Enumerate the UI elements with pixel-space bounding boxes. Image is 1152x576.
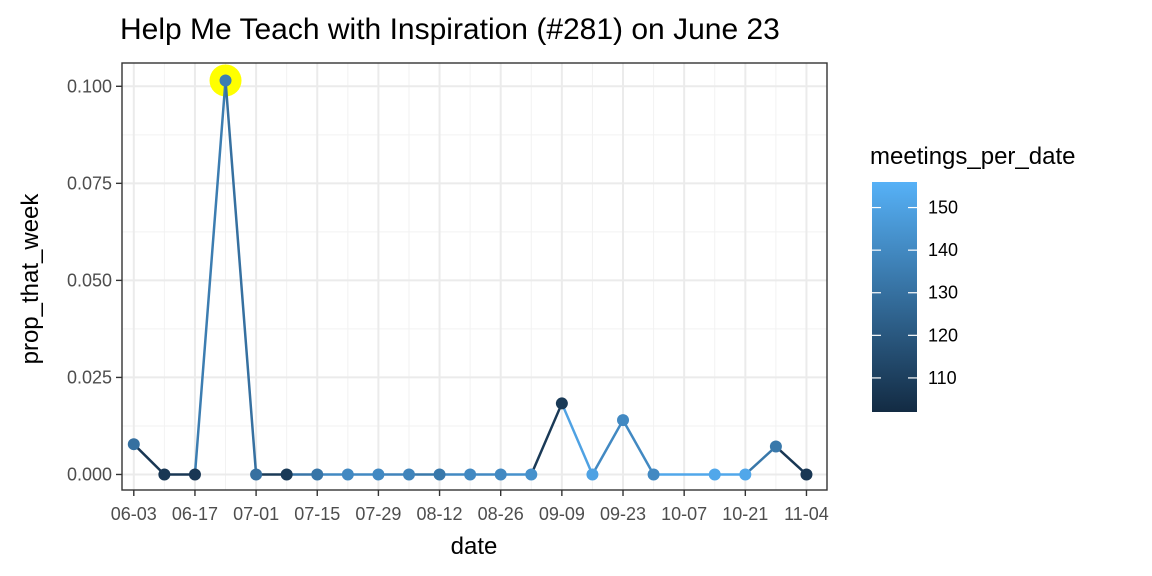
line-segment [744, 445, 778, 476]
legend-ticks: 110 120 130 140 150 [872, 198, 958, 388]
data-point [494, 468, 507, 481]
panel-border [121, 62, 828, 491]
x-tick-label: 10-07 [661, 504, 707, 524]
data-point [311, 468, 324, 481]
x-tick-label: 07-15 [294, 504, 340, 524]
panel-outline [121, 62, 828, 491]
x-axis-title: date [451, 533, 498, 560]
data-point [250, 468, 263, 481]
data-point [219, 74, 232, 87]
data-point [372, 468, 385, 481]
x-tick-label: 11-04 [784, 504, 829, 524]
data-point [617, 414, 630, 427]
x-tick-label: 07-01 [233, 504, 279, 524]
legend-tick-label: 130 [928, 283, 958, 303]
data-point [188, 468, 201, 481]
data-point [708, 468, 721, 481]
data-point [433, 468, 446, 481]
x-tick-label: 06-17 [172, 504, 218, 524]
y-tick-label: 0.075 [67, 173, 112, 193]
data-point [586, 468, 599, 481]
y-tick-label: 0.050 [67, 270, 112, 290]
data-point [525, 468, 538, 481]
y-axis: 0.000 0.025 0.050 0.075 0.100 [67, 76, 122, 484]
y-tick-label: 0.100 [67, 76, 112, 96]
x-tick-label: 09-09 [539, 504, 585, 524]
data-point [555, 397, 568, 410]
minor-gridlines [122, 63, 827, 490]
data-point [158, 468, 171, 481]
x-tick-label: 08-26 [478, 504, 524, 524]
x-tick-label: 09-23 [600, 504, 646, 524]
x-axis: 06-03 06-17 07-01 07-15 07-29 08-12 08-26 09-09… [111, 490, 829, 524]
color-legend: meetings_per_date 110 120 130 140 150 [870, 143, 1075, 412]
data-point [464, 468, 477, 481]
legend-tick-label: 150 [928, 198, 958, 218]
x-tick-label: 10-21 [722, 504, 768, 524]
chart-title: Help Me Teach with Inspiration (#281) on… [120, 13, 780, 46]
data-point [280, 468, 293, 481]
legend-tick-label: 140 [928, 240, 958, 260]
y-tick-label: 0.000 [67, 464, 112, 484]
line-segment [132, 442, 166, 476]
line-segment [591, 418, 625, 476]
data-point [341, 468, 354, 481]
legend-title: meetings_per_date [870, 143, 1075, 170]
data-point [402, 468, 415, 481]
line-segment [224, 79, 258, 476]
data-point [647, 468, 660, 481]
x-tick-label: 07-29 [355, 504, 401, 524]
data-point [739, 468, 752, 481]
line-segment [774, 445, 808, 476]
x-tick-label: 08-12 [417, 504, 463, 524]
legend-color-bar [872, 182, 917, 412]
legend-tick-label: 110 [928, 368, 957, 388]
x-tick-label: 06-03 [111, 504, 157, 524]
line-segment [560, 402, 594, 476]
y-tick-label: 0.025 [67, 367, 112, 387]
series-points [127, 74, 813, 481]
data-point [127, 438, 140, 451]
line-segment [621, 418, 655, 476]
data-point [769, 440, 782, 453]
legend-tick-label: 120 [928, 325, 958, 345]
line-segment [530, 402, 564, 476]
y-axis-title: prop_that_week [17, 193, 44, 365]
data-point [800, 468, 813, 481]
line-segment [193, 79, 227, 476]
